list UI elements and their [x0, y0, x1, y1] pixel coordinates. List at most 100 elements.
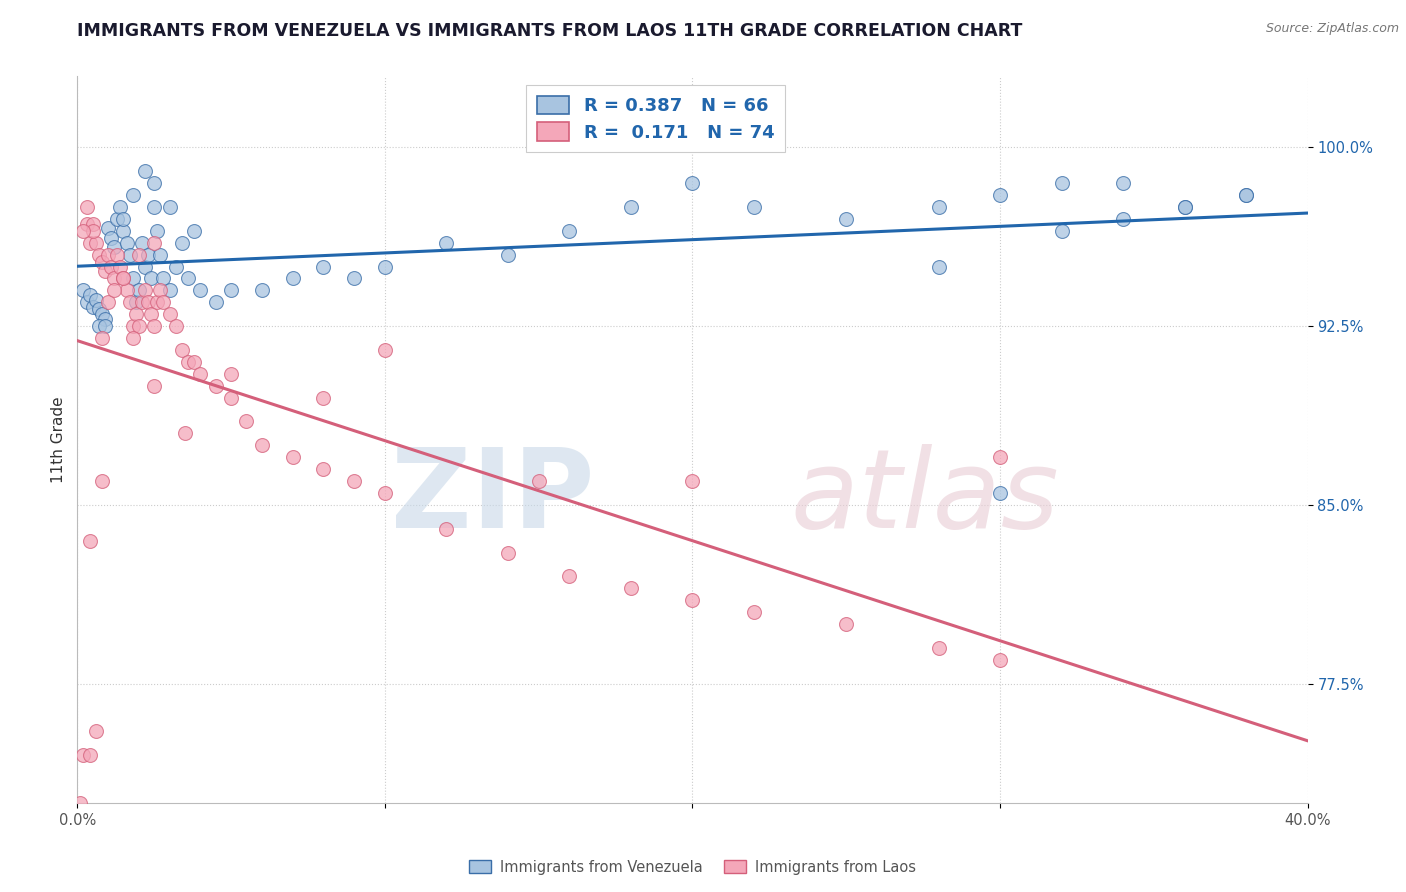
Point	[134, 283, 156, 297]
Point	[110, 200, 132, 214]
Point	[152, 295, 174, 310]
Point	[1234, 188, 1257, 202]
Point	[159, 307, 181, 321]
Point	[103, 240, 125, 254]
Point	[1174, 200, 1197, 214]
Point	[115, 283, 138, 297]
Point	[94, 319, 117, 334]
Point	[97, 247, 120, 261]
Point	[620, 200, 643, 214]
Point	[146, 224, 169, 238]
Point	[183, 355, 205, 369]
Point	[146, 295, 169, 310]
Point	[682, 474, 704, 488]
Point	[527, 474, 550, 488]
Point	[436, 235, 458, 250]
Point	[496, 247, 519, 261]
Point	[219, 283, 242, 297]
Point	[312, 260, 335, 274]
Point	[118, 247, 141, 261]
Point	[1050, 224, 1073, 238]
Point	[204, 295, 226, 310]
Point	[125, 307, 148, 321]
Point	[82, 300, 104, 314]
Point	[149, 247, 172, 261]
Point	[170, 235, 193, 250]
Point	[281, 271, 304, 285]
Point	[928, 260, 950, 274]
Point	[69, 796, 91, 810]
Point	[82, 217, 104, 231]
Point	[90, 307, 114, 321]
Point	[94, 312, 117, 326]
Point	[121, 188, 143, 202]
Point	[558, 569, 581, 583]
Point	[87, 247, 110, 261]
Point	[103, 271, 125, 285]
Point	[496, 545, 519, 559]
Point	[112, 271, 135, 285]
Point	[84, 724, 107, 739]
Point	[204, 378, 226, 392]
Point	[742, 200, 765, 214]
Point	[312, 462, 335, 476]
Point	[928, 200, 950, 214]
Point	[82, 224, 104, 238]
Point	[988, 450, 1011, 465]
Point	[103, 283, 125, 297]
Point	[105, 247, 128, 261]
Point	[118, 295, 141, 310]
Text: ZIP: ZIP	[391, 444, 595, 551]
Point	[177, 271, 200, 285]
Point	[72, 748, 94, 763]
Point	[84, 235, 107, 250]
Point	[682, 593, 704, 607]
Point	[87, 319, 110, 334]
Point	[558, 224, 581, 238]
Point	[136, 247, 159, 261]
Point	[121, 331, 143, 345]
Point	[79, 288, 101, 302]
Legend: Immigrants from Venezuela, Immigrants from Laos: Immigrants from Venezuela, Immigrants fr…	[463, 854, 922, 880]
Point	[159, 283, 181, 297]
Point	[131, 295, 153, 310]
Point	[988, 486, 1011, 500]
Point	[72, 224, 94, 238]
Point	[121, 271, 143, 285]
Point	[134, 260, 156, 274]
Point	[250, 438, 273, 452]
Point	[143, 319, 166, 334]
Point	[177, 355, 200, 369]
Point	[143, 200, 166, 214]
Point	[131, 235, 153, 250]
Point	[112, 224, 135, 238]
Point	[1112, 211, 1135, 226]
Point	[76, 200, 98, 214]
Point	[100, 260, 122, 274]
Point	[128, 283, 150, 297]
Point	[152, 271, 174, 285]
Point	[143, 378, 166, 392]
Point	[79, 748, 101, 763]
Point	[312, 391, 335, 405]
Point	[928, 640, 950, 655]
Point	[90, 474, 114, 488]
Point	[682, 176, 704, 190]
Point	[72, 283, 94, 297]
Point	[374, 343, 396, 357]
Point	[97, 221, 120, 235]
Point	[141, 307, 163, 321]
Point	[1112, 176, 1135, 190]
Point	[90, 254, 114, 268]
Point	[1050, 176, 1073, 190]
Point	[84, 293, 107, 307]
Point	[141, 271, 163, 285]
Point	[76, 295, 98, 310]
Point	[87, 302, 110, 317]
Point	[143, 235, 166, 250]
Point	[235, 414, 257, 428]
Point	[436, 522, 458, 536]
Point	[835, 617, 858, 632]
Text: Source: ZipAtlas.com: Source: ZipAtlas.com	[1265, 22, 1399, 36]
Point	[1234, 188, 1257, 202]
